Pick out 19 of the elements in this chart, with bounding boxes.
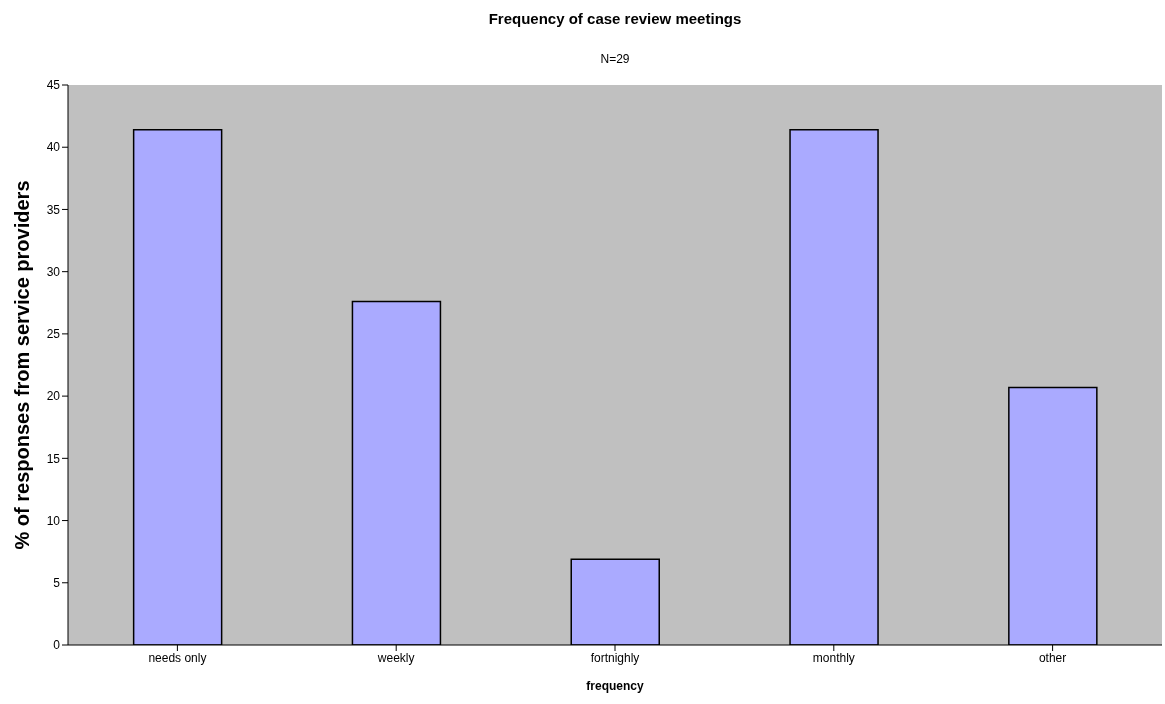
y-tick-label: 45 [46, 78, 61, 93]
x-tick-label: other [1038, 650, 1067, 665]
y-axis-title: % of responses from service providers [11, 180, 34, 550]
y-tick-label: 25 [46, 327, 61, 342]
y-tick-label: 20 [46, 389, 61, 404]
x-tick-label: monthly [812, 650, 855, 665]
y-tick-label: 30 [46, 264, 61, 279]
y-tick-label: 35 [46, 202, 61, 217]
y-tick-label: 10 [46, 513, 61, 528]
y-tick-label: 15 [46, 451, 61, 466]
x-tick-label: weekly [376, 650, 415, 665]
x-tick-label: needs only [148, 650, 207, 665]
x-axis-title: frequency [586, 679, 644, 693]
y-tick-label: 0 [53, 638, 61, 653]
y-tick-label: 5 [53, 576, 61, 591]
y-tick-label: 40 [46, 140, 61, 155]
chart-subtitle: N=29 [599, 52, 631, 66]
x-tick-label: fortnighly [590, 650, 640, 665]
chart-title: Frequency of case review meetings [487, 10, 743, 27]
